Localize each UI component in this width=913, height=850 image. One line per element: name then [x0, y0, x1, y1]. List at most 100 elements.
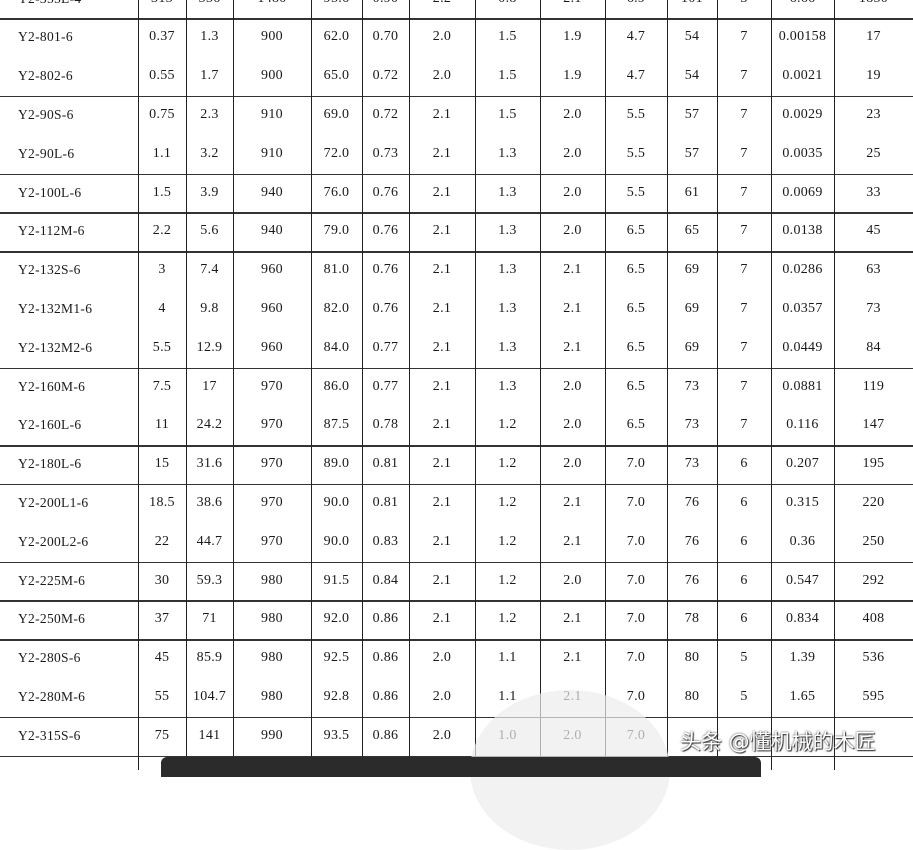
value-cell: 1.2: [498, 494, 517, 510]
value-cell: 2.1: [432, 611, 452, 627]
value-cell: 1.2: [498, 417, 517, 433]
value-cell: 4: [158, 300, 166, 316]
model-cell: Y2-90L-6: [18, 145, 75, 161]
value-cell: 195: [862, 456, 885, 472]
table-row: Y2-90L-6 1.1 3.2 910 72.0 0.73 2.1 1.3 2.0 5.5 57 7…: [0, 134, 913, 173]
value-cell: 45: [866, 223, 881, 239]
model-cell: Y2-132S-6: [18, 262, 81, 278]
value-cell: 6: [740, 611, 748, 627]
value-cell: 73: [684, 456, 700, 472]
column-divider: [311, 0, 313, 770]
value-cell: 7.0: [626, 688, 646, 704]
value-cell: 1.5: [498, 68, 517, 84]
model-cell: Y2-200L2-6: [18, 533, 89, 549]
row-group-divider: [0, 367, 913, 370]
value-cell: 0.0286: [782, 262, 823, 278]
value-cell: 0.0881: [782, 378, 823, 394]
table-row: Y2-355L-4315556148095.60.902.20.82.16.91…: [0, 0, 913, 18]
value-cell: 80: [684, 688, 700, 704]
value-cell: 990: [261, 727, 283, 743]
value-cell: 0.75: [149, 106, 175, 122]
value-cell: 5.6: [200, 223, 219, 239]
value-cell: 0.0449: [782, 339, 823, 355]
value-cell: 1.5: [152, 184, 172, 200]
value-cell: 4.7: [626, 29, 646, 45]
table-row: Y2-280S-6 45 85.9 980 92.5 0.86 2.0 1.1 2.1 7.0 80…: [0, 638, 913, 677]
value-cell: 1.3: [498, 184, 517, 200]
value-cell: 3.2: [200, 145, 219, 161]
value-cell: 1.65: [789, 688, 816, 704]
value-cell: 0.86: [372, 650, 399, 666]
model-cell: Y2-112M-6: [18, 223, 85, 239]
value-cell: 315: [138, 0, 186, 18]
model-cell: Y2-315S-6: [18, 727, 81, 743]
value-cell: 0.315: [786, 494, 819, 510]
bottom-overlay-bar: [161, 757, 761, 777]
value-cell: 11: [154, 417, 170, 433]
value-cell: 2.0: [432, 650, 452, 666]
value-cell: 2.0: [432, 68, 452, 84]
value-cell: 0.207: [786, 456, 819, 472]
value-cell: 7: [740, 262, 748, 278]
value-cell: 31.6: [196, 456, 223, 472]
value-cell: 1.3: [498, 378, 517, 394]
value-cell: 2.1: [563, 611, 582, 627]
row-group-divider: [0, 600, 913, 602]
value-cell: 2.1: [432, 223, 452, 239]
model-cell: Y2-90S-6: [18, 106, 74, 122]
value-cell: 1.3: [498, 300, 517, 316]
value-cell: 0.76: [372, 300, 399, 316]
value-cell: 24.2: [196, 417, 223, 433]
table-row: Y2-280M-655104.798092.80.862.01.12.17.08…: [0, 677, 913, 716]
value-cell: 1.2: [498, 572, 517, 588]
value-cell: 84: [866, 339, 881, 355]
model-cell: Y2-160M-6: [18, 378, 86, 394]
value-cell: 63: [866, 262, 881, 278]
value-cell: 80: [684, 650, 700, 666]
model-cell: Y2-180L-6: [18, 456, 82, 472]
value-cell: 2.1: [432, 456, 452, 472]
value-cell: 1.1: [152, 145, 172, 161]
value-cell: 45: [154, 650, 170, 666]
value-cell: 104.7: [193, 688, 226, 704]
value-cell: 5.5: [626, 106, 646, 122]
value-cell: 7: [740, 145, 748, 161]
value-cell: 2.0: [432, 29, 452, 45]
value-cell: 69: [684, 262, 700, 278]
table-row: Y2-100L-6 1.5 3.9 940 76.0 0.76 2.1 1.3 2.0 5.5 61…: [0, 173, 913, 212]
value-cell: 78: [684, 611, 700, 627]
value-cell: 1.9: [563, 29, 582, 45]
value-cell: 2.1: [432, 378, 452, 394]
value-cell: 7.5: [152, 378, 172, 394]
value-cell: 7: [740, 339, 748, 355]
value-cell: 910: [261, 106, 283, 122]
model-cell: Y2-355L-4: [0, 0, 138, 18]
value-cell: 7.0: [626, 456, 646, 472]
value-cell: 33: [866, 184, 881, 200]
value-cell: 6: [740, 456, 748, 472]
value-cell: 92.5: [323, 650, 350, 666]
row-group-divider: [0, 755, 913, 758]
value-cell: 0.0357: [782, 300, 823, 316]
model-cell: Y2-100L-6: [18, 184, 82, 200]
column-divider: [475, 0, 477, 770]
row-group-divider: [0, 212, 913, 214]
value-cell: 900: [261, 29, 283, 45]
value-cell: 85.9: [196, 650, 223, 666]
value-cell: 147: [862, 417, 885, 433]
value-cell: 7: [740, 417, 748, 433]
value-cell: 82.0: [323, 300, 350, 316]
table-row: Y2-112M-6 2.2 5.6 940 79.0 0.76 2.1 1.3 2.0 6.5 65…: [0, 211, 913, 250]
value-cell: 81.0: [323, 262, 350, 278]
column-divider: [186, 0, 188, 770]
value-cell: 89.0: [323, 456, 350, 472]
value-cell: 5.5: [152, 339, 172, 355]
value-cell: 6: [740, 494, 748, 510]
value-cell: 1.1: [498, 650, 517, 666]
value-cell: 7: [740, 106, 748, 122]
value-cell: 91.5: [323, 572, 350, 588]
value-cell: 55: [154, 688, 170, 704]
row-group-divider: [0, 483, 913, 486]
value-cell: 92.0: [323, 611, 350, 627]
value-cell: 0.90: [362, 0, 409, 18]
